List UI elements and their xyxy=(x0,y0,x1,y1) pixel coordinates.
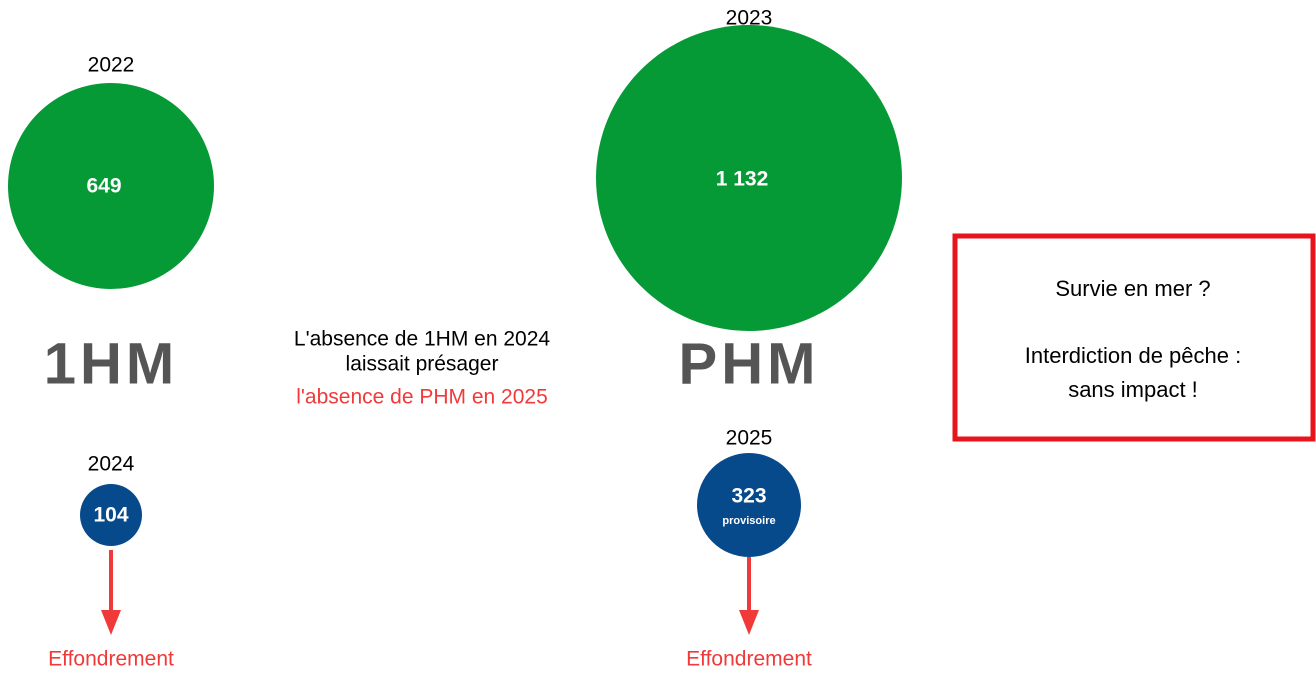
year: 2025 xyxy=(726,427,773,450)
outcome: Effondrement xyxy=(686,648,812,671)
value: 1 132 xyxy=(716,168,769,191)
box-line: Survie en mer ? xyxy=(1055,276,1210,301)
value: 323 xyxy=(731,485,766,508)
outcome: Effondrement xyxy=(48,648,174,671)
callout-box xyxy=(952,233,1316,442)
arrow-head xyxy=(101,610,121,635)
year: 2022 xyxy=(88,54,135,77)
bubble xyxy=(596,25,902,331)
value-note: provisoire xyxy=(722,515,775,527)
bubble xyxy=(8,83,214,289)
note-line: l'absence de PHM en 2025 xyxy=(296,386,548,409)
box-line: sans impact ! xyxy=(1068,377,1198,402)
box-line: Interdiction de pêche : xyxy=(1025,343,1241,368)
group-label: 1HM xyxy=(44,331,178,396)
group-label: PHM xyxy=(679,331,820,396)
note-line: laissait présager xyxy=(346,353,499,376)
note-line: L'absence de 1HM en 2024 xyxy=(294,328,551,351)
arrow-head xyxy=(739,610,759,635)
bubble xyxy=(80,484,142,546)
year: 2024 xyxy=(88,453,135,476)
value: 649 xyxy=(86,175,121,198)
value: 104 xyxy=(93,504,128,527)
bubble xyxy=(697,453,801,557)
year: 2023 xyxy=(726,7,773,30)
